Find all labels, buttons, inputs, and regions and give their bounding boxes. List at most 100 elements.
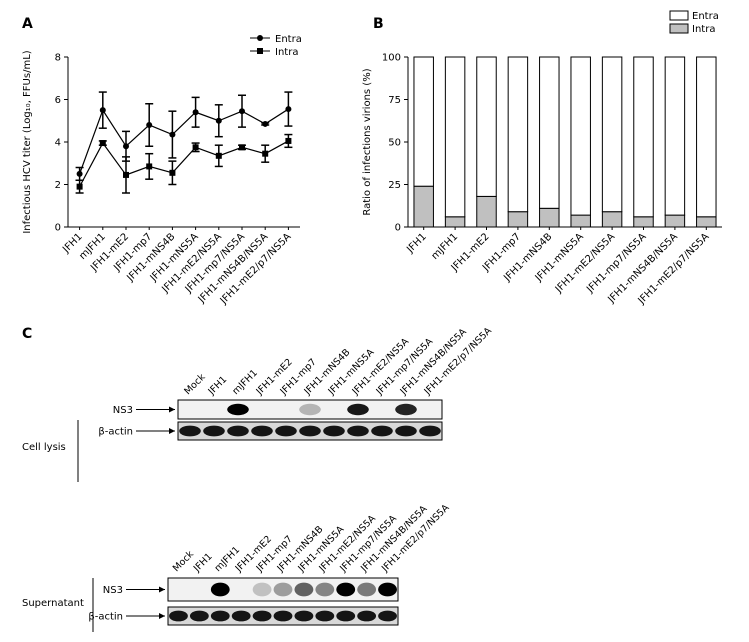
x-tick-label: mJFH1 bbox=[430, 231, 461, 262]
y-tick-label: 2 bbox=[55, 180, 61, 191]
marker bbox=[146, 163, 153, 170]
marker bbox=[99, 107, 106, 114]
bar bbox=[696, 216, 717, 228]
band bbox=[419, 425, 441, 437]
bar bbox=[507, 211, 529, 228]
band bbox=[227, 425, 249, 437]
band bbox=[336, 610, 356, 622]
marker bbox=[239, 108, 245, 115]
bar bbox=[601, 56, 623, 213]
band bbox=[210, 582, 230, 597]
bar bbox=[633, 56, 654, 218]
legend-label: Entra bbox=[275, 34, 302, 45]
bar bbox=[633, 216, 654, 228]
row-label: NS3 bbox=[113, 405, 133, 416]
marker bbox=[123, 171, 129, 178]
band bbox=[251, 425, 273, 437]
band bbox=[169, 610, 188, 622]
marker bbox=[192, 109, 199, 116]
band bbox=[323, 425, 345, 437]
bar bbox=[444, 216, 466, 228]
marker bbox=[285, 106, 292, 113]
x-tick-label: JFH1 bbox=[404, 231, 428, 255]
y-tick-label: 8 bbox=[55, 53, 61, 64]
y-tick-label: 25 bbox=[388, 180, 401, 191]
band bbox=[336, 582, 356, 597]
blot-name: Cell lysis bbox=[22, 442, 66, 453]
panel-label: C bbox=[22, 326, 32, 342]
bar bbox=[413, 56, 434, 187]
row-label: NS3 bbox=[103, 585, 123, 596]
row-label: β-actin bbox=[98, 427, 133, 438]
band bbox=[371, 425, 393, 437]
lane-label: JFH1 bbox=[191, 551, 215, 575]
y-tick-label: 0 bbox=[55, 223, 61, 234]
band bbox=[347, 425, 369, 437]
band bbox=[315, 582, 335, 597]
y-tick-label: 0 bbox=[395, 223, 401, 234]
row-label: β-actin bbox=[88, 612, 123, 623]
band bbox=[378, 582, 397, 597]
bar bbox=[444, 56, 466, 218]
legend-marker bbox=[257, 35, 263, 41]
lane-label: Mock bbox=[171, 549, 197, 575]
band bbox=[299, 403, 321, 416]
bar bbox=[696, 56, 717, 218]
arrow-head bbox=[159, 613, 165, 619]
arrow-head bbox=[159, 586, 165, 593]
band bbox=[231, 610, 251, 622]
legend-swatch bbox=[669, 23, 689, 34]
band bbox=[252, 582, 272, 597]
marker bbox=[215, 117, 222, 124]
marker bbox=[146, 122, 153, 128]
band bbox=[299, 425, 321, 437]
marker bbox=[169, 131, 176, 138]
bar bbox=[570, 56, 591, 216]
legend-swatch bbox=[669, 10, 689, 21]
bar bbox=[476, 195, 497, 228]
band bbox=[357, 582, 377, 597]
band bbox=[275, 425, 297, 437]
band bbox=[294, 582, 314, 597]
arrow-head bbox=[169, 428, 175, 434]
marker bbox=[262, 150, 269, 157]
marker bbox=[123, 143, 129, 150]
band bbox=[252, 610, 272, 622]
band bbox=[273, 582, 293, 597]
y-tick-label: 6 bbox=[55, 95, 61, 106]
arrow-head bbox=[169, 406, 175, 413]
blot-strip bbox=[177, 399, 443, 420]
y-tick-label: 4 bbox=[55, 138, 61, 149]
legend-label: Entra bbox=[692, 11, 719, 22]
marker bbox=[76, 170, 83, 177]
band bbox=[273, 610, 293, 622]
bar bbox=[664, 214, 686, 228]
band bbox=[378, 610, 397, 622]
bar bbox=[570, 214, 591, 228]
band bbox=[395, 403, 417, 416]
line bbox=[79, 140, 289, 187]
band bbox=[357, 610, 377, 622]
y-tick-label: 100 bbox=[382, 53, 401, 64]
y-axis-label: Ratio of infections virions (%) bbox=[362, 68, 373, 215]
legend-label: Intra bbox=[692, 24, 715, 35]
band bbox=[210, 610, 230, 622]
y-tick-label: 75 bbox=[388, 95, 401, 106]
band bbox=[179, 425, 201, 437]
lane-label: Mock bbox=[182, 372, 208, 398]
marker bbox=[285, 137, 292, 144]
marker bbox=[99, 140, 106, 147]
bar bbox=[413, 185, 434, 228]
band bbox=[294, 610, 314, 622]
marker bbox=[215, 152, 222, 159]
y-tick-label: 50 bbox=[388, 138, 401, 149]
marker bbox=[192, 144, 199, 151]
panel-label: B bbox=[373, 16, 384, 32]
legend-marker bbox=[257, 48, 263, 54]
lane-label: JFH1 bbox=[206, 374, 230, 398]
lane-label: mJFH1 bbox=[230, 368, 259, 397]
legend-label: Intra bbox=[275, 47, 298, 58]
band bbox=[227, 403, 249, 416]
bar bbox=[664, 56, 686, 216]
